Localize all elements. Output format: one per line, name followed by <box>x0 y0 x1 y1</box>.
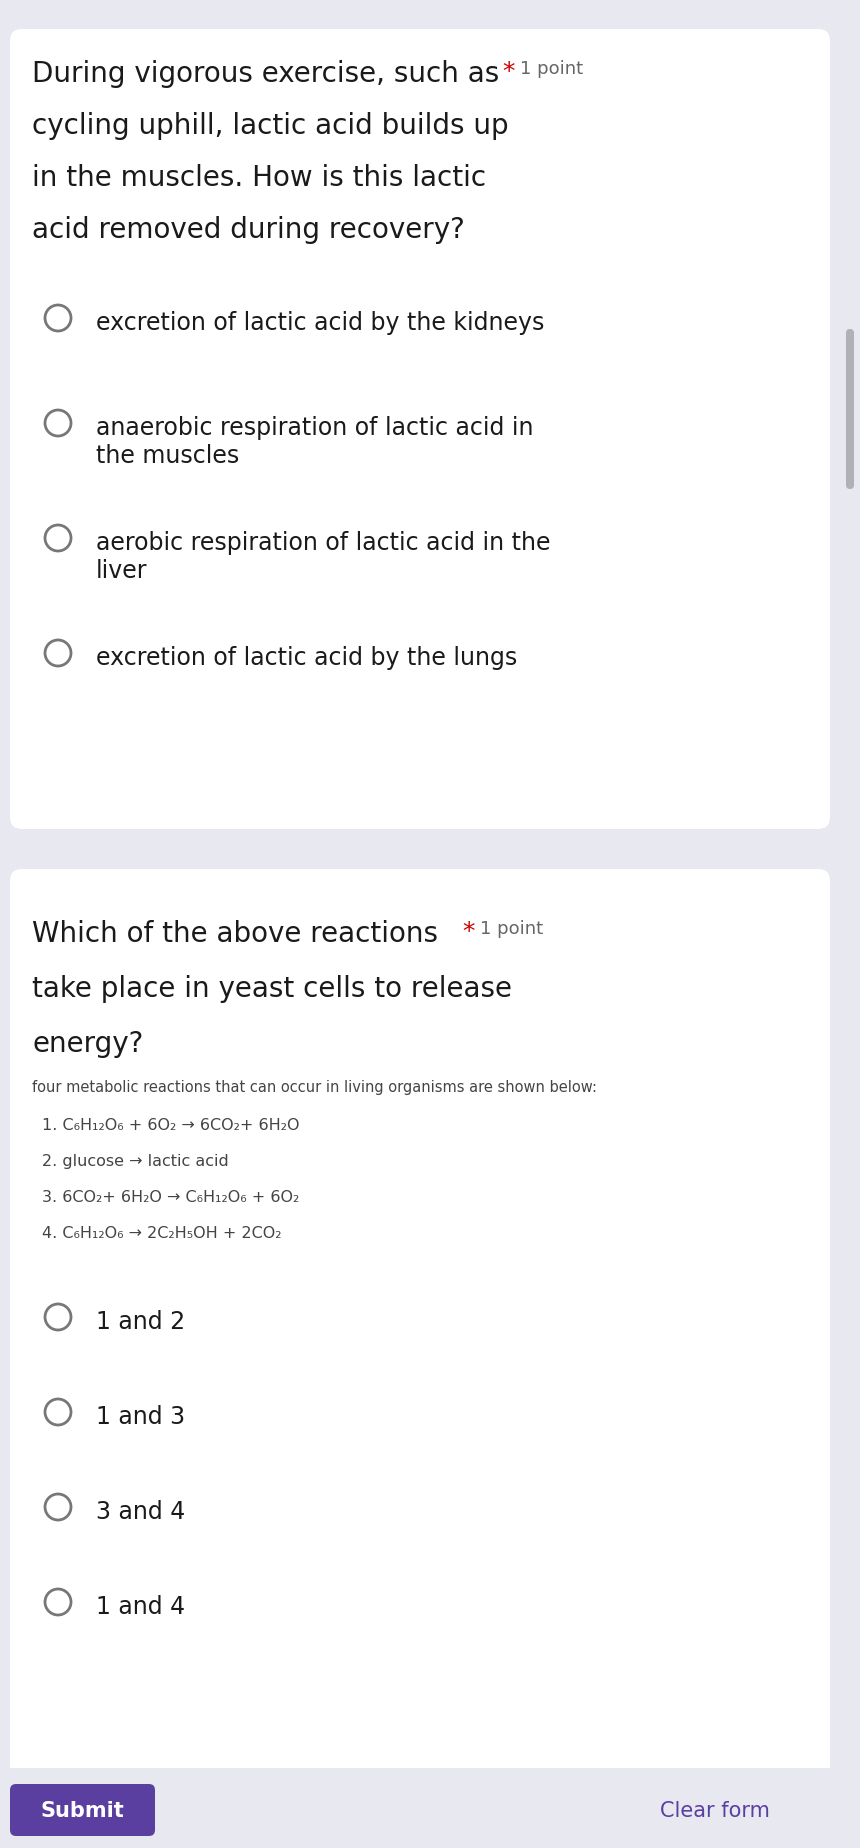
Text: aerobic respiration of lactic acid in the
liver: aerobic respiration of lactic acid in th… <box>96 530 550 582</box>
Text: During vigorous exercise, such as: During vigorous exercise, such as <box>32 59 500 89</box>
Text: acid removed during recovery?: acid removed during recovery? <box>32 216 465 244</box>
Circle shape <box>45 1495 71 1521</box>
Text: 3 and 4: 3 and 4 <box>96 1499 185 1523</box>
FancyBboxPatch shape <box>0 1769 860 1848</box>
Text: take place in yeast cells to release: take place in yeast cells to release <box>32 974 512 1002</box>
Text: cycling uphill, lactic acid builds up: cycling uphill, lactic acid builds up <box>32 113 508 140</box>
Text: Submit: Submit <box>40 1800 125 1820</box>
Text: *: * <box>462 920 475 944</box>
Circle shape <box>45 641 71 667</box>
Text: excretion of lactic acid by the kidneys: excretion of lactic acid by the kidneys <box>96 310 544 334</box>
Text: 1 and 2: 1 and 2 <box>96 1308 185 1332</box>
FancyBboxPatch shape <box>10 1783 155 1837</box>
Text: 1 point: 1 point <box>520 59 583 78</box>
Circle shape <box>45 1305 71 1331</box>
FancyBboxPatch shape <box>846 329 854 490</box>
Text: 1. C₆H₁₂O₆ + 6O₂ → 6CO₂+ 6H₂O: 1. C₆H₁₂O₆ + 6O₂ → 6CO₂+ 6H₂O <box>42 1118 299 1133</box>
Text: 1 and 3: 1 and 3 <box>96 1404 185 1429</box>
Text: in the muscles. How is this lactic: in the muscles. How is this lactic <box>32 164 486 192</box>
Text: four metabolic reactions that can occur in living organisms are shown below:: four metabolic reactions that can occur … <box>32 1079 597 1094</box>
Text: 2. glucose → lactic acid: 2. glucose → lactic acid <box>42 1153 229 1168</box>
Text: anaerobic respiration of lactic acid in
the muscles: anaerobic respiration of lactic acid in … <box>96 416 533 468</box>
Circle shape <box>45 1589 71 1615</box>
Text: excretion of lactic acid by the lungs: excretion of lactic acid by the lungs <box>96 645 517 669</box>
Circle shape <box>45 1399 71 1425</box>
Text: 1 point: 1 point <box>480 920 544 937</box>
Text: Clear form: Clear form <box>660 1800 770 1820</box>
Text: 3. 6CO₂+ 6H₂O → C₆H₁₂O₆ + 6O₂: 3. 6CO₂+ 6H₂O → C₆H₁₂O₆ + 6O₂ <box>42 1190 299 1205</box>
FancyBboxPatch shape <box>10 870 830 1848</box>
Text: 4. C₆H₁₂O₆ → 2C₂H₅OH + 2CO₂: 4. C₆H₁₂O₆ → 2C₂H₅OH + 2CO₂ <box>42 1225 281 1240</box>
Text: Which of the above reactions: Which of the above reactions <box>32 920 438 948</box>
Text: 1 and 4: 1 and 4 <box>96 1595 185 1619</box>
Text: *: * <box>502 59 514 83</box>
Text: energy?: energy? <box>32 1029 144 1057</box>
Circle shape <box>45 410 71 436</box>
Circle shape <box>45 305 71 333</box>
Circle shape <box>45 525 71 553</box>
FancyBboxPatch shape <box>10 30 830 830</box>
